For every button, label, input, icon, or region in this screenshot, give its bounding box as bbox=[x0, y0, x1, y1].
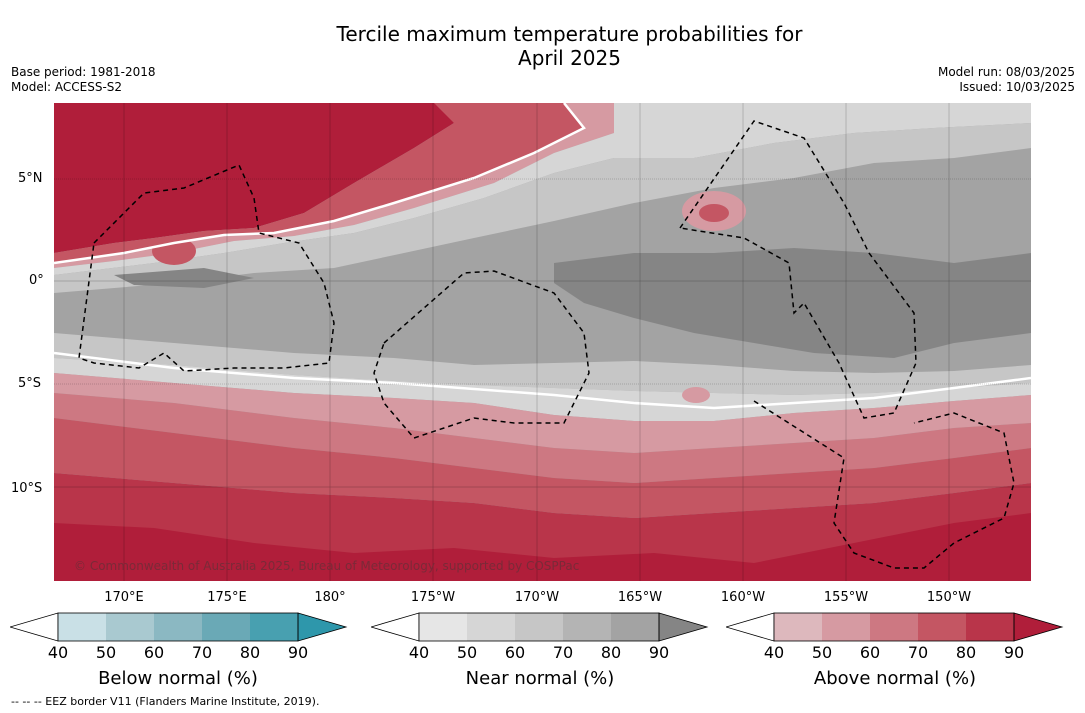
cb-above-0 bbox=[774, 613, 822, 641]
tercile-boundary-north bbox=[54, 103, 586, 265]
meta-left: Base period: 1981-2018 Model: ACCESS-S2 bbox=[11, 65, 156, 95]
cb-below-4 bbox=[250, 613, 298, 641]
copyright-note: © Commonwealth of Australia 2025, Bureau… bbox=[74, 559, 580, 573]
lon-label-180: 180° bbox=[314, 590, 346, 605]
eez-footer-note: -- -- -- EEZ border V11 (Flanders Marine… bbox=[11, 695, 320, 708]
warm-spot-central-core bbox=[699, 204, 729, 222]
lon-label-150w: 150°W bbox=[926, 590, 972, 605]
model-name: Model: ACCESS-S2 bbox=[11, 80, 123, 94]
title-line-1: Tercile maximum temperature probabilitie… bbox=[336, 22, 803, 46]
lat-label-5n: 5°N bbox=[18, 171, 43, 186]
cb-below-tick: 90 bbox=[287, 643, 309, 662]
near-normal-dark-west bbox=[114, 268, 254, 288]
cb-above-tick: 60 bbox=[859, 643, 881, 662]
colorbar-below-normal bbox=[10, 612, 348, 642]
cb-near-tick: 60 bbox=[504, 643, 526, 662]
colorbar-above-extend-low bbox=[726, 612, 775, 642]
cb-below-tick: 40 bbox=[47, 643, 69, 662]
cb-near-1 bbox=[467, 613, 515, 641]
colorbar-below-extend-low bbox=[10, 612, 59, 642]
colorbar-near-extend-low bbox=[371, 612, 420, 642]
cb-near-4 bbox=[611, 613, 659, 641]
south-above-60 bbox=[54, 393, 1031, 483]
cb-above-tick: 90 bbox=[1003, 643, 1025, 662]
south-above-70 bbox=[54, 418, 1031, 518]
cb-near-tick: 50 bbox=[456, 643, 478, 662]
north-above-ring1 bbox=[54, 103, 584, 263]
near-normal-light-north bbox=[54, 103, 1031, 275]
colorbar-above-normal bbox=[726, 612, 1064, 642]
cb-below-tick: 60 bbox=[143, 643, 165, 662]
cb-above-tick: 70 bbox=[907, 643, 929, 662]
model-run: Model run: 08/03/2025 bbox=[937, 65, 1075, 79]
cb-below-tick: 70 bbox=[191, 643, 213, 662]
lon-label-160w: 160°W bbox=[720, 590, 766, 605]
map-title: Tercile maximum temperature probabilitie… bbox=[0, 22, 1085, 70]
cb-above-1 bbox=[822, 613, 870, 641]
cb-near-2 bbox=[515, 613, 563, 641]
colorbar-near-extend-high bbox=[658, 612, 709, 642]
near-normal-mid-north bbox=[54, 123, 1031, 293]
near-normal-light-south bbox=[54, 333, 1031, 395]
eez-kiribati-phoenix bbox=[373, 270, 590, 439]
issued-date: Issued: 10/03/2025 bbox=[959, 80, 1075, 94]
meta-right: Model run: 08/03/2025 Issued: 10/03/2025 bbox=[938, 65, 1075, 95]
colorbar-above-extend-high bbox=[1013, 612, 1064, 642]
gridlines bbox=[54, 103, 1031, 581]
eez-kiribati-line bbox=[678, 120, 917, 419]
cb-near-0 bbox=[419, 613, 467, 641]
cb-near-tick: 80 bbox=[600, 643, 622, 662]
eez-kiribati-gilbert bbox=[78, 164, 335, 372]
colorbar-above-title: Above normal (%) bbox=[813, 668, 977, 689]
colorbar-below-title: Below normal (%) bbox=[98, 668, 258, 689]
lat-label-10s: 10°S bbox=[11, 481, 43, 496]
base-period: Base period: 1981-2018 bbox=[11, 65, 156, 79]
north-above-normal bbox=[54, 103, 454, 253]
cb-above-tick: 50 bbox=[811, 643, 833, 662]
cb-below-outline bbox=[57, 612, 299, 642]
south-above-50 bbox=[54, 373, 1031, 453]
cb-below-0 bbox=[58, 613, 106, 641]
cb-above-tick: 40 bbox=[763, 643, 785, 662]
tercile-boundary-south bbox=[54, 351, 1031, 410]
cb-near-tick: 70 bbox=[552, 643, 574, 662]
colorbar-near-normal bbox=[371, 612, 709, 642]
eez-southern bbox=[753, 400, 1015, 569]
colorbar-near-title: Near normal (%) bbox=[465, 668, 615, 689]
cb-near-tick: 90 bbox=[648, 643, 670, 662]
title-line-2: April 2025 bbox=[518, 46, 621, 70]
lon-label-175w: 175°W bbox=[410, 590, 456, 605]
cb-above-4 bbox=[966, 613, 1014, 641]
cb-below-1 bbox=[106, 613, 154, 641]
cb-below-tick: 80 bbox=[239, 643, 261, 662]
cb-below-3 bbox=[202, 613, 250, 641]
cb-above-tick: 80 bbox=[955, 643, 977, 662]
lon-label-165w: 165°W bbox=[617, 590, 663, 605]
lon-label-155w: 155°W bbox=[823, 590, 869, 605]
south-above-90 bbox=[54, 513, 1031, 581]
eez-borders bbox=[78, 120, 1015, 569]
near-normal-lightest-south bbox=[54, 358, 1031, 421]
cb-below-2 bbox=[154, 613, 202, 641]
warm-spot-south bbox=[682, 387, 710, 403]
cb-above-3 bbox=[918, 613, 966, 641]
probability-map bbox=[54, 103, 1031, 581]
cb-below-tick: 50 bbox=[95, 643, 117, 662]
cb-above-2 bbox=[870, 613, 918, 641]
lat-label-5s: 5°S bbox=[18, 376, 42, 391]
colorbar-below-extend-high bbox=[297, 612, 348, 642]
cb-near-3 bbox=[563, 613, 611, 641]
lat-label-0: 0° bbox=[29, 273, 44, 288]
cb-above-outline bbox=[773, 612, 1015, 642]
cb-near-tick: 40 bbox=[408, 643, 430, 662]
cb-near-outline bbox=[418, 612, 660, 642]
lon-label-170e: 170°E bbox=[104, 590, 144, 605]
lon-label-175e: 175°E bbox=[207, 590, 247, 605]
lon-label-170w: 170°W bbox=[514, 590, 560, 605]
